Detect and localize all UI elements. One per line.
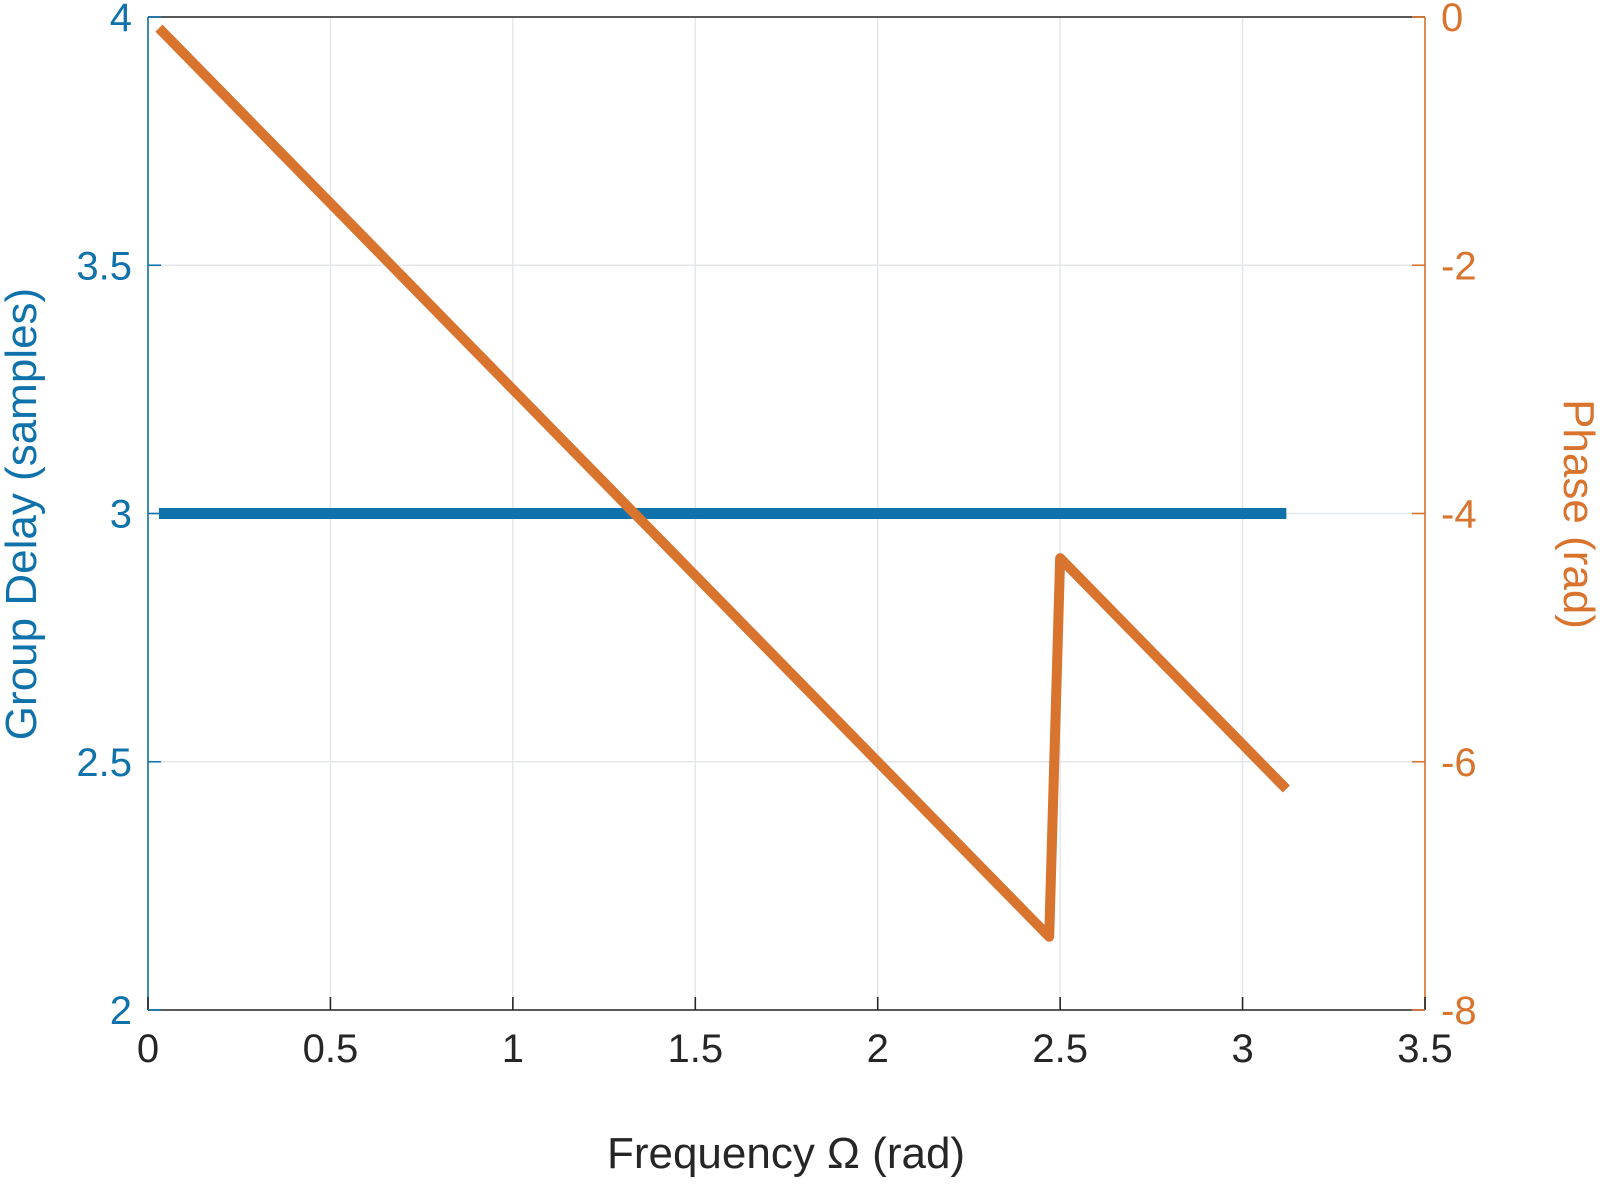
right-y-tick-label: -2 [1441, 244, 1477, 288]
phase-line [155, 24, 1290, 942]
right-y-tick-label: -6 [1441, 741, 1477, 785]
right-y-tick-label: -4 [1441, 493, 1477, 537]
left-y-tick-label: 3.5 [76, 244, 132, 288]
x-tick-label: 2.5 [1032, 1027, 1088, 1071]
left-y-axis-title: Group Delay (samples) [0, 288, 46, 740]
left-y-tick-label: 2 [110, 989, 132, 1033]
x-axis-title: Frequency Ω (rad) [607, 1129, 965, 1178]
axes-layer [147, 16, 1426, 1011]
x-tick-label: 3.5 [1397, 1027, 1453, 1071]
right-y-axis-title: Phase (rad) [1554, 399, 1600, 629]
x-tick-label: 1.5 [667, 1027, 723, 1071]
tick-label-layer: 0 0.5 1 1.5 2 2.5 3 3.5 2 2.5 3 3.5 4 -8 -6 -4 -2 0 [76, 0, 1476, 1071]
right-y-tick-label: -8 [1441, 989, 1477, 1033]
x-tick-label: 1 [502, 1027, 524, 1071]
right-y-tick-label: 0 [1441, 0, 1463, 40]
x-tick-label: 2 [867, 1027, 889, 1071]
x-tick-label: 0.5 [303, 1027, 359, 1071]
left-y-tick-label: 2.5 [76, 741, 132, 785]
left-y-tick-label: 3 [110, 493, 132, 537]
left-y-tick-label: 4 [110, 0, 132, 40]
x-tick-label: 3 [1231, 1027, 1253, 1071]
series-layer [155, 24, 1290, 942]
x-tick-label: 0 [137, 1027, 159, 1071]
